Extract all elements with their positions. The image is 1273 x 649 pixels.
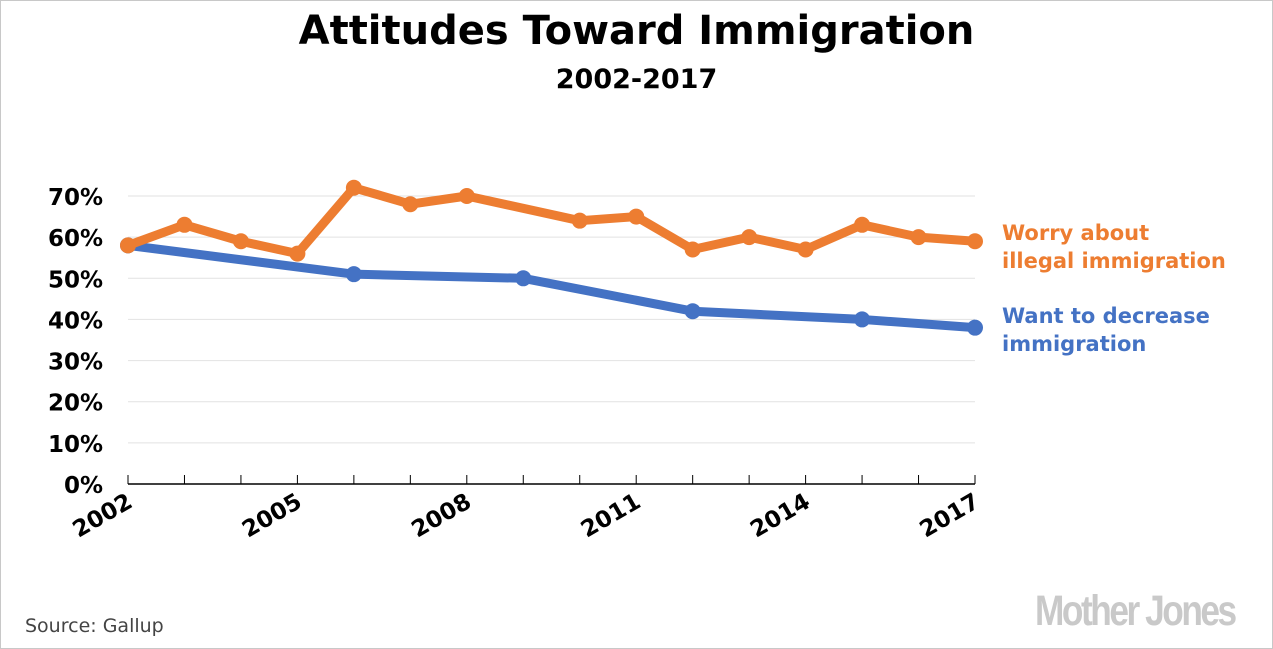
mother-jones-logo: Mother Jones [1035, 587, 1237, 635]
data-point [741, 229, 758, 246]
y-tick-label: 20% [48, 391, 103, 417]
y-axis-ticks: 0% 10% 20% 30% 40% 50% 60% 70% [48, 185, 103, 499]
x-tick-label: 2008 [407, 489, 475, 544]
legend-worry-illegal-immigration: Worry about illegal immigration [1002, 219, 1226, 275]
y-tick-label: 70% [48, 185, 103, 211]
series-lines [120, 179, 983, 336]
data-point [120, 237, 136, 254]
legend-line: Worry about [1002, 221, 1150, 245]
x-axis [127, 475, 976, 485]
y-tick-label: 10% [48, 432, 103, 458]
data-point [797, 241, 814, 258]
series-line [123, 183, 980, 259]
chart-subtitle: 2002-2017 [555, 64, 718, 95]
data-point [289, 245, 306, 262]
data-point [515, 270, 532, 287]
source-note: Source: Gallup [25, 615, 164, 637]
data-point [458, 188, 475, 204]
data-point [232, 233, 249, 250]
data-point [967, 319, 983, 336]
legend-want-to-decrease-immigration: Want to decrease immigration [1002, 302, 1210, 358]
x-axis-tick-labels: 2002 2005 2008 2011 2014 2017 [69, 489, 984, 544]
data-point [571, 212, 588, 229]
data-point [628, 208, 645, 225]
data-point [345, 266, 362, 283]
y-tick-label: 30% [48, 350, 103, 376]
legend-line: illegal immigration [1002, 249, 1226, 273]
x-tick-label: 2014 [746, 489, 814, 544]
data-point [854, 311, 871, 328]
x-tick-label: 2011 [577, 489, 645, 544]
series-line [123, 240, 980, 333]
data-point [345, 179, 362, 196]
data-point [854, 216, 871, 233]
y-tick-label: 60% [48, 226, 103, 252]
series-worry-about-illegal-immigration [120, 179, 983, 262]
legend-line: immigration [1002, 332, 1147, 356]
data-point [176, 216, 193, 233]
x-tick-label: 2017 [916, 489, 984, 544]
legend-line: Want to decrease [1002, 304, 1210, 328]
y-tick-label: 0% [64, 473, 103, 499]
chart-title: Attitudes Toward Immigration [298, 8, 975, 54]
data-point [684, 241, 701, 258]
series-want-to-decrease-immigration [120, 237, 983, 336]
data-point [967, 233, 983, 250]
y-tick-label: 40% [48, 308, 103, 334]
data-point [684, 303, 701, 320]
x-tick-label: 2005 [238, 489, 306, 544]
y-tick-label: 50% [48, 267, 103, 293]
data-point [910, 229, 927, 246]
data-point [402, 196, 419, 213]
